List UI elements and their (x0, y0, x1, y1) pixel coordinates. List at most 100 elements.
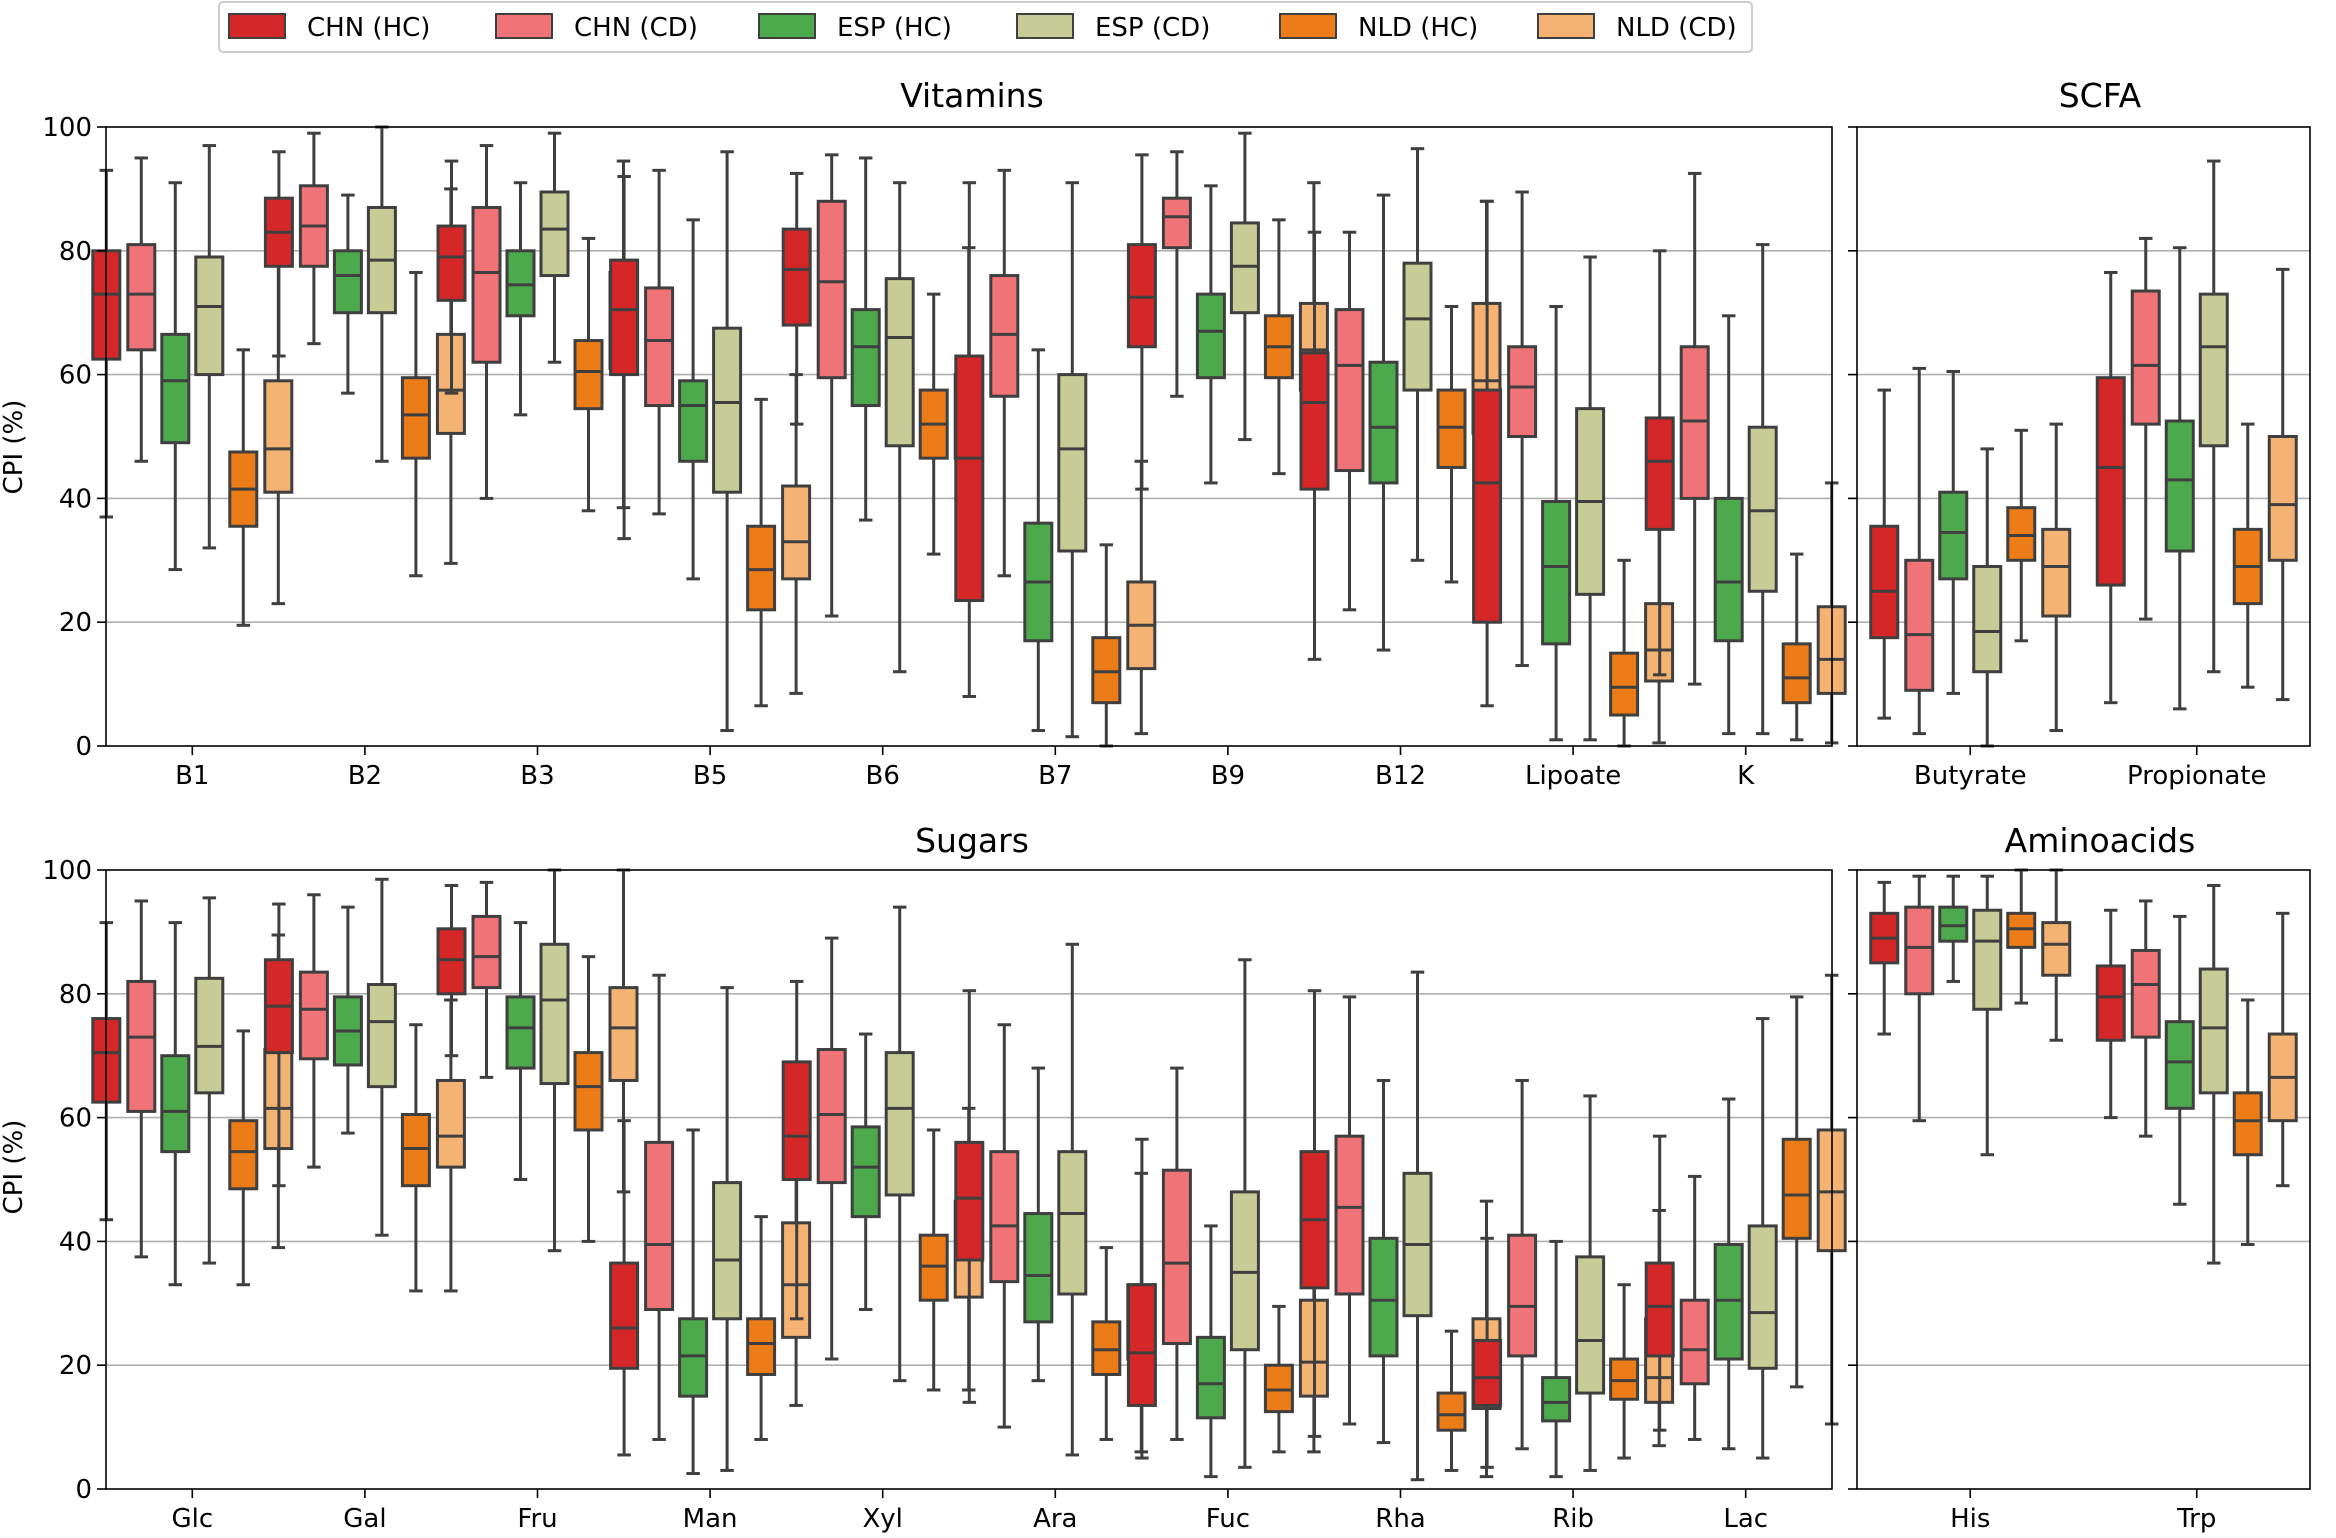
box-B9-chn-cd (1161, 150, 1192, 398)
box-Ara-chn-hc (954, 989, 985, 1404)
box-Butyrate-esp-hc (1938, 370, 1969, 695)
iqr-box (573, 339, 604, 411)
box-K-esp-hc (1713, 314, 1744, 736)
box-Trp-chn-cd (2130, 899, 2161, 1138)
iqr-box (194, 976, 225, 1095)
legend-swatch-chn-cd (495, 13, 553, 39)
ytick-label-vitamins-100: 100 (42, 113, 92, 143)
box-Fru-chn-cd (471, 880, 502, 1079)
iqr-box (1541, 1376, 1572, 1423)
box-B2-chn-cd (298, 131, 329, 346)
legend-label-chn-hc: CHN (HC) (307, 13, 430, 43)
box-B6-esp-hc (850, 156, 881, 522)
iqr-box (884, 277, 915, 448)
box-Ara-chn-cd (989, 1023, 1020, 1429)
iqr-box (644, 286, 675, 408)
box-Trp-nld-hc (2232, 998, 2263, 1246)
box-Trp-esp-hc (2164, 914, 2195, 1206)
box-Rib-esp-cd (1575, 1094, 1606, 1472)
xtick-label-Glc: Glc (171, 1504, 213, 1534)
box-B6-chn-cd (816, 153, 847, 618)
xtick-label-Propionate: Propionate (2127, 761, 2266, 791)
box-Gal-esp-cd (366, 877, 397, 1237)
box-Rib-nld-hc (1609, 1283, 1640, 1460)
box-B7-nld-hc (1091, 543, 1122, 748)
box-B12-chn-hc (1299, 230, 1330, 661)
xtick-label-Trp: Trp (2176, 1504, 2216, 1534)
ytick-label-sugars-80: 80 (59, 980, 92, 1010)
box-B3-esp-cd (539, 131, 570, 364)
box-Rha-nld-hc (1436, 1329, 1467, 1472)
xtick-label-B5: B5 (693, 761, 727, 791)
iqr-box (2164, 1020, 2195, 1110)
iqr-box (2267, 435, 2298, 562)
iqr-box (884, 1051, 915, 1197)
iqr-box (989, 274, 1020, 398)
box-B12-nld-hc (1436, 305, 1467, 584)
box-Rha-esp-cd (1402, 970, 1433, 1482)
box-Fuc-esp-hc (1195, 1224, 1226, 1479)
xtick-label-B1: B1 (175, 761, 209, 791)
iqr-box (1334, 1134, 1365, 1296)
box-Man-esp-hc (678, 1128, 709, 1476)
iqr-box (2006, 506, 2037, 562)
xtick-label-Lipoate: Lipoate (1525, 761, 1621, 791)
xtick-label-B6: B6 (866, 761, 900, 791)
iqr-box (2041, 921, 2072, 977)
box-Trp-esp-cd (2198, 883, 2229, 1265)
box-B2-chn-hc (263, 150, 294, 358)
box-Propionate-nld-cd (2267, 267, 2298, 702)
box-B9-esp-cd (1229, 131, 1260, 442)
ytick-label-vitamins-0: 0 (75, 732, 92, 762)
iqr-box (2041, 527, 2072, 618)
box-B6-chn-hc (781, 171, 812, 426)
box-Propionate-nld-hc (2232, 422, 2263, 689)
box-B6-nld-hc (918, 292, 949, 556)
box-K-nld-hc (1781, 552, 1812, 742)
iqr-box (850, 308, 881, 408)
axes-frame-sugars (105, 869, 1833, 1490)
iqr-box (2130, 289, 2161, 426)
iqr-box (1436, 1391, 1467, 1432)
box-B5-esp-hc (678, 218, 709, 581)
iqr-box (400, 376, 431, 460)
xtick-label-Ara: Ara (1033, 1504, 1077, 1534)
box-His-nld-hc (2006, 868, 2037, 1005)
box-Butyrate-esp-cd (1972, 447, 2003, 748)
iqr-box (1161, 196, 1192, 250)
iqr-box (1091, 636, 1122, 705)
box-Trp-nld-cd (2267, 911, 2298, 1188)
box-B7-chn-cd (989, 168, 1020, 578)
box-B5-nld-hc (746, 397, 777, 708)
box-Fru-esp-hc (505, 921, 536, 1181)
iqr-box (1472, 1338, 1503, 1407)
box-B2-nld-hc (400, 270, 431, 578)
xtick-label-His: His (1950, 1504, 1990, 1534)
iqr-box (471, 205, 502, 364)
axes-frames (97, 126, 2311, 1498)
iqr-box (332, 249, 363, 315)
box-Ara-esp-cd (1057, 942, 1088, 1457)
iqr-box (1972, 908, 2003, 1011)
box-Xyl-esp-cd (884, 905, 915, 1383)
iqr-box (263, 379, 294, 494)
box-Lipoate-nld-hc (1609, 558, 1640, 748)
ytick-label-sugars-0: 0 (75, 1475, 92, 1505)
iqr-box (1057, 1150, 1088, 1296)
iqr-box (1781, 642, 1812, 705)
iqr-box (194, 255, 225, 377)
box-B1-esp-cd (194, 144, 225, 550)
box-His-chn-hc (1869, 880, 1900, 1036)
xtick-label-Rib: Rib (1552, 1504, 1594, 1534)
box-B12-chn-cd (1334, 230, 1365, 612)
iqr-box (1644, 1261, 1675, 1358)
iqr-box (505, 249, 536, 318)
iqr-box (2006, 911, 2037, 949)
box-Man-nld-hc (746, 1215, 777, 1441)
box-Butyrate-nld-cd (2041, 422, 2072, 733)
iqr-box (1229, 221, 1260, 315)
box-B7-esp-hc (1023, 348, 1054, 733)
labels: CPI (%) CPI (%) Vitamins SCFA Sugars Ami… (0, 76, 2266, 1534)
iqr-box (1229, 1190, 1260, 1352)
iqr-box (954, 1140, 985, 1262)
